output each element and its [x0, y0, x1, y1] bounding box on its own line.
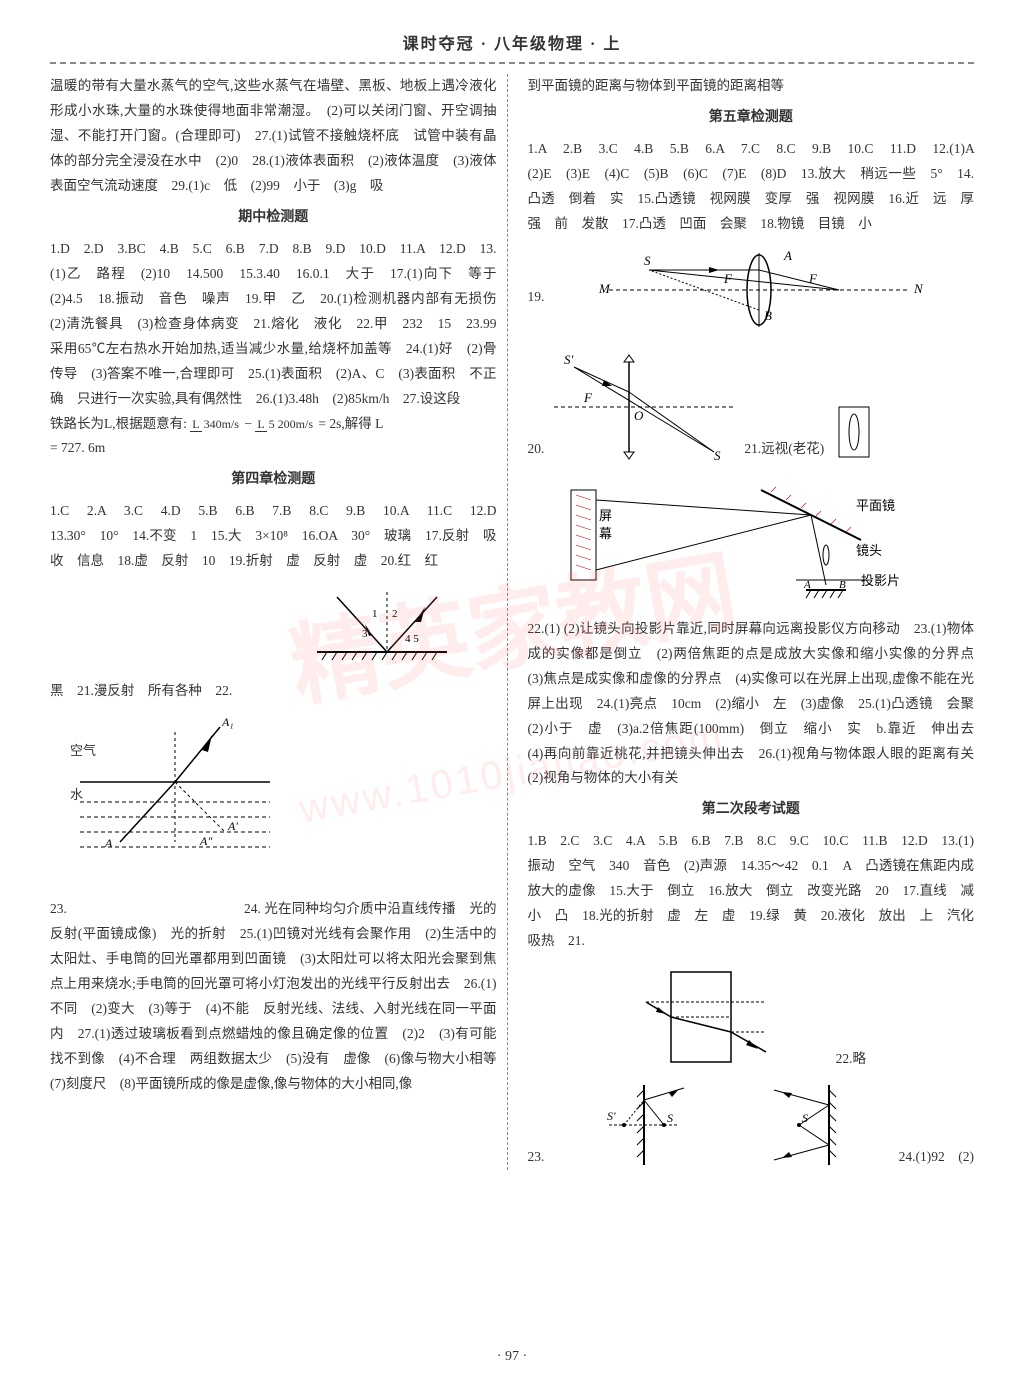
q21-text: 21.远视(老花)	[744, 437, 824, 462]
svg-text:A: A	[104, 836, 113, 850]
ex2-title: 第二次段考试题	[528, 797, 975, 823]
left-column: 温暖的带有大量水蒸气的空气,这些水蒸气在墙壁、黑板、地板上遇冷液化形成小水珠,大…	[50, 74, 508, 1170]
diagram-projector: 屏 幕 平面镜 镜头 投影片 A B	[528, 470, 975, 609]
content-area: 温暖的带有大量水蒸气的空气,这些水蒸气在墙壁、黑板、地板上遇冷液化形成小水珠,大…	[50, 74, 974, 1170]
midterm-answers: 1.D 2.D 3.BC 4.B 5.C 6.B 7.D 8.B 9.D 10.…	[50, 237, 497, 412]
diagram-glass: 22.略	[528, 962, 975, 1072]
svg-text:4 5: 4 5	[405, 633, 419, 645]
svg-text:S: S	[667, 1111, 673, 1125]
left-para1: 温暖的带有大量水蒸气的空气,这些水蒸气在墙壁、黑板、地板上遇冷液化形成小水珠,大…	[50, 74, 497, 199]
q22-label: 22.略	[836, 962, 866, 1072]
svg-text:3: 3	[362, 628, 368, 640]
reflection-svg: 1 2 3 4 5	[277, 582, 457, 662]
q23-label: 23.	[50, 901, 67, 916]
svg-text:S: S	[714, 448, 721, 462]
frac1-num: L	[190, 417, 201, 432]
svg-text:投影片: 投影片	[861, 573, 900, 588]
frac1-den: 340m/s	[202, 417, 241, 431]
svg-text:A₁: A₁	[221, 715, 234, 729]
svg-text:A: A	[783, 248, 792, 263]
glass-svg	[636, 962, 776, 1072]
svg-text:A′: A′	[227, 819, 238, 833]
concave-svg: S′ F O S	[544, 352, 744, 462]
diagram-reflection: 1 2 3 4 5	[50, 582, 497, 671]
frac2-den: 5 200m/s	[267, 417, 315, 431]
formula-minus: −	[244, 416, 255, 431]
svg-text:M: M	[598, 281, 611, 296]
svg-text:B: B	[839, 579, 846, 591]
air-label: 空气	[70, 739, 130, 763]
svg-text:2: 2	[392, 608, 398, 620]
ch5-title: 第五章检测题	[528, 105, 975, 131]
ex2-answers: 1.B 2.C 3.C 4.A 5.B 6.B 7.B 8.C 9.C 10.C…	[528, 829, 975, 954]
frac2-num: L	[255, 417, 266, 432]
svg-text:1: 1	[372, 608, 378, 620]
svg-text:B: B	[764, 308, 772, 323]
right-column: 到平面镜的距离与物体到平面镜的距离相等 第五章检测题 1.A 2.B 3.C 4…	[518, 74, 975, 1170]
svg-text:S′: S′	[564, 352, 574, 367]
svg-text:F: F	[583, 390, 593, 405]
q21-label: 黑 21.漫反射 所有各种 22.	[50, 679, 497, 704]
page-header: 课时夺冠 · 八年级物理 · 上	[50, 30, 974, 64]
eye-lens-svg	[824, 402, 884, 462]
svg-text:S: S	[644, 253, 651, 268]
svg-text:镜头: 镜头	[856, 543, 882, 558]
svg-text:F: F	[723, 271, 733, 286]
q22-text: 22.(1) (2)让镜头向投影片靠近,同时屏幕向远离投影仪方向移动 23.(1…	[528, 617, 975, 792]
svg-text:A: A	[803, 579, 811, 591]
projector-svg: 屏 幕 平面镜 镜头 投影片 A B	[561, 470, 941, 600]
ch4-answers: 1.C 2.A 3.C 4.D 5.B 6.B 7.B 8.C 9.B 10.A…	[50, 499, 497, 574]
svg-text:幕: 幕	[599, 526, 612, 541]
formula-prefix: 铁路长为L,根据题意有:	[50, 416, 187, 431]
formula-result: = 727. 6m	[50, 436, 497, 461]
mirror2-svg: S	[744, 1080, 854, 1170]
q23r-label: 23.	[528, 1145, 545, 1170]
midterm-title: 期中检测题	[50, 205, 497, 231]
svg-text:屏: 屏	[599, 508, 612, 523]
svg-text:O: O	[634, 408, 644, 423]
svg-text:N: N	[913, 281, 924, 296]
svg-text:S′: S′	[607, 1109, 616, 1123]
formula-suffix: = 2s,解得 L	[318, 416, 383, 431]
formula-line: 铁路长为L,根据题意有: L340m/s − L5 200m/s = 2s,解得…	[50, 412, 497, 437]
page-footer: · 97 ·	[0, 1349, 1024, 1365]
svg-text:F: F	[808, 271, 818, 286]
svg-text:平面镜: 平面镜	[856, 498, 895, 513]
lens-svg: S M N A B F F	[589, 245, 929, 335]
ch4-title: 第四章检测题	[50, 467, 497, 493]
svg-text:S: S	[802, 1111, 808, 1125]
water-label: 水	[70, 783, 130, 807]
svg-text:A″: A″	[199, 834, 213, 848]
q24-text: 24. 光在同种均匀介质中沿直线传播 光的反射(平面镜成像) 光的折射 25.(…	[50, 901, 510, 1091]
q24r-label: 24.(1)92 (2)	[899, 1145, 974, 1170]
mirror1-svg: S′ S	[589, 1080, 699, 1170]
diagram-lens: 19. S M N A B F F	[528, 245, 975, 344]
right-para1: 到平面镜的距离与物体到平面镜的距离相等	[528, 74, 975, 99]
q19-label: 19.	[528, 285, 545, 310]
q20-label: 20.	[528, 437, 545, 462]
ch5-answers: 1.A 2.B 3.C 4.B 5.B 6.A 7.C 8.C 9.B 10.C…	[528, 137, 975, 237]
